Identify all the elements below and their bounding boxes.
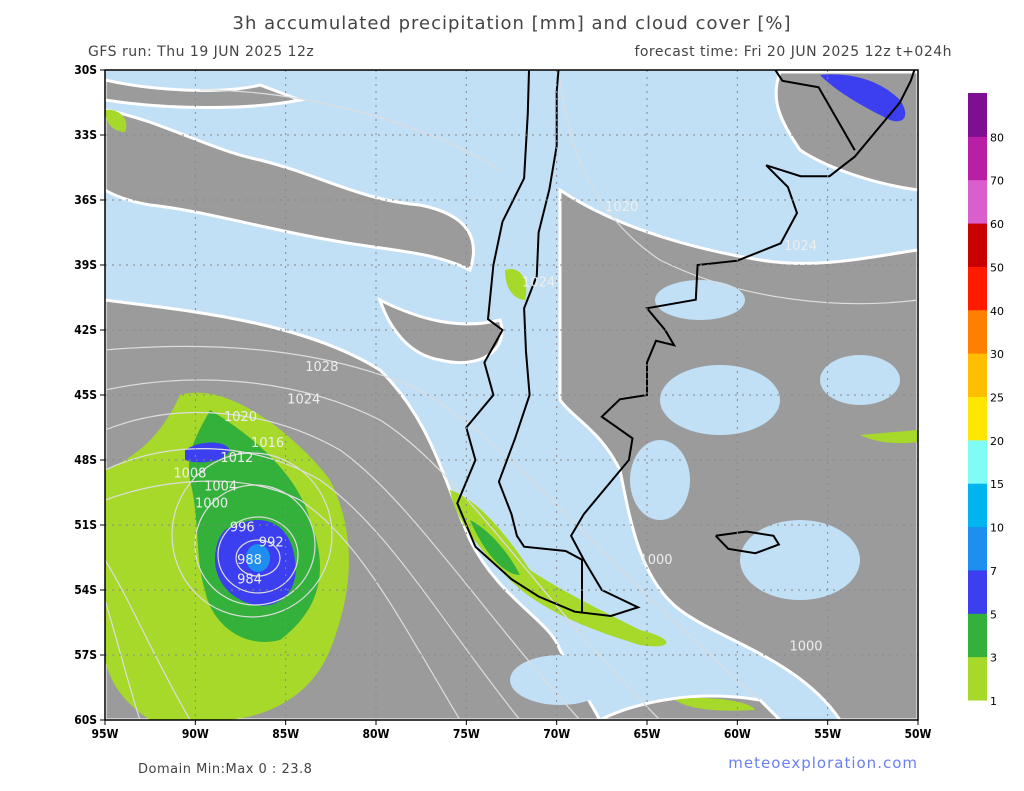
lat-label: 57S: [74, 648, 97, 662]
lat-label: 42S: [74, 323, 97, 337]
run-info: GFS run: Thu 19 JUN 2025 12z: [88, 44, 314, 60]
colorbar-label: 25: [990, 392, 1004, 405]
colorbar-label: 10: [990, 522, 1004, 535]
colorbar-swatch: [968, 136, 987, 181]
colorbar-label: 15: [990, 478, 1004, 491]
colorbar-label: 60: [990, 218, 1004, 231]
coastlines: [456, 70, 916, 618]
colorbar-label: 80: [990, 131, 1004, 144]
lat-label: 51S: [74, 518, 97, 532]
colorbar-swatch: [968, 656, 987, 701]
colorbar-swatch: [968, 396, 987, 441]
colorbar-label: 5: [990, 608, 997, 621]
title: 3h accumulated precipitation [mm] and cl…: [233, 13, 792, 34]
colorbar-label: 1: [990, 695, 997, 708]
colorbar-label: 40: [990, 305, 1004, 318]
colorbar-swatch: [968, 526, 987, 571]
lat-label: 36S: [74, 193, 97, 207]
isobar-label: 1024: [522, 276, 555, 291]
lon-label: 95W: [92, 727, 119, 741]
lon-label: 50W: [905, 727, 932, 741]
colorbar-swatch: [968, 439, 987, 484]
domain-minmax: Domain Min:Max 0 : 23.8: [138, 762, 312, 777]
colorbar-label: 7: [990, 565, 997, 578]
lat-label: 45S: [74, 388, 97, 402]
colorbar-swatch: [968, 179, 987, 224]
isobar-label: 1012: [220, 451, 253, 466]
colorbar-swatch: [968, 353, 987, 397]
isobar-label: 1028: [305, 360, 338, 375]
isobars: [105, 79, 918, 720]
lat-label: 60S: [74, 713, 97, 727]
lon-label: 70W: [543, 727, 570, 741]
isobar-label: 1020: [224, 410, 257, 425]
colorbar-swatch: [968, 93, 987, 137]
isobar-label: 1024: [784, 239, 817, 254]
colorbar-swatch: [968, 223, 987, 267]
lat-label: 54S: [74, 583, 97, 597]
isobar-label: 996: [230, 521, 255, 536]
isobar-label: 1016: [251, 436, 284, 451]
colorbar-label: 3: [990, 652, 997, 665]
isobar-label: 1004: [204, 479, 237, 494]
isobar-label: 984: [237, 573, 262, 588]
graticule: [105, 70, 918, 720]
lat-label: 48S: [74, 453, 97, 467]
lon-label: 75W: [453, 727, 480, 741]
isobar-label: 988: [237, 553, 262, 568]
colorbar-swatch: [968, 569, 987, 614]
colorbar-swatch: [968, 309, 987, 354]
colorbar-swatch: [968, 483, 987, 528]
lat-label: 33S: [74, 128, 97, 142]
lon-label: 80W: [363, 727, 390, 741]
isobar-label: 1000: [789, 640, 822, 655]
colorbar-label: 50: [990, 261, 1004, 274]
colorbar-label: 70: [990, 175, 1004, 188]
lat-label: 39S: [74, 258, 97, 272]
colorbar-swatch: [968, 613, 987, 658]
isobar-label: 1000: [195, 497, 228, 512]
forecast-info: forecast time: Fri 20 JUN 2025 12z t+024…: [634, 44, 952, 60]
isobar-labels: 1028102410201016101210081004100099699298…: [173, 200, 822, 655]
lon-label: 60W: [724, 727, 751, 741]
colorbar-label: 30: [990, 348, 1004, 361]
map-area: 1028102410201016101210081004100099699298…: [105, 70, 918, 720]
isobar-label: 992: [259, 536, 284, 551]
clear-gaps: [510, 280, 900, 705]
lat-label: 30S: [74, 63, 97, 77]
colorbar-swatch: [968, 266, 987, 311]
colorbar-label: 20: [990, 435, 1004, 448]
isobar-label: 1024: [287, 393, 320, 408]
colorbar: 1 3 5 7 10 15 20 25 30 40 50 60 70 80: [968, 93, 1004, 708]
isobar-label: 1000: [639, 553, 672, 568]
lon-label: 55W: [814, 727, 841, 741]
lon-label: 90W: [182, 727, 209, 741]
lon-label: 85W: [272, 727, 299, 741]
isobar-label: 1008: [173, 466, 206, 481]
brand: meteoexploration.com: [728, 754, 918, 772]
isobar-label: 1020: [605, 200, 638, 215]
lon-label: 65W: [634, 727, 661, 741]
